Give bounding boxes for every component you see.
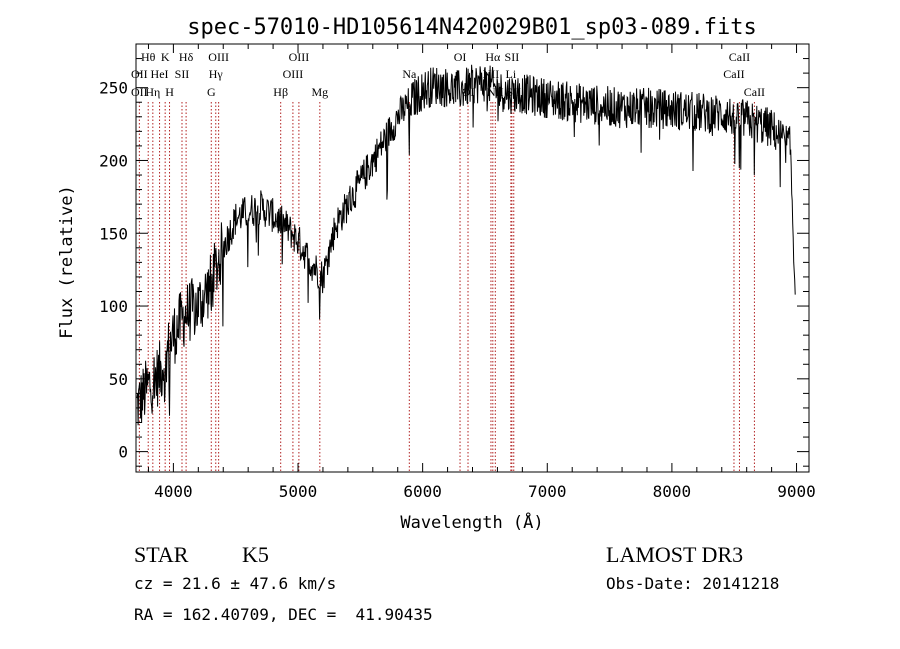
spectral-line-label: Mg [311, 85, 328, 99]
spectral-line-label: G [207, 85, 216, 99]
x-axis-ticks: 4000 5000 6000 7000 8000 9000 [147, 44, 816, 501]
x-tick-label: 5000 [279, 482, 318, 501]
spectral-line-label: CaII [729, 50, 750, 64]
survey-name: LAMOST DR3 [606, 542, 743, 567]
spectral-line-label: Li [506, 67, 517, 81]
spectral-line-label: SII [175, 67, 190, 81]
spectral-line-markers [138, 102, 755, 472]
spectral-line-labels: Hθ OII OII K HeI Hη H Hδ SII OIII Hγ G OIII OIII Hβ Mg N… [131, 50, 765, 99]
spectral-line-label: OIII [208, 50, 229, 64]
spectral-line-label: HeI [151, 67, 169, 81]
spectral-line-label: Hβ [273, 85, 288, 99]
spectral-line-label: Hη [145, 85, 160, 99]
spectral-line-label: Na [402, 67, 417, 81]
spectral-line-label: OII [131, 85, 148, 99]
spectral-line-label: OI [454, 50, 467, 64]
obs-date: Obs-Date: 20141218 [606, 574, 779, 593]
spectral-line-label: OII [131, 67, 148, 81]
spectral-line-label: OIII [283, 67, 304, 81]
x-tick-label: 9000 [777, 482, 816, 501]
x-axis-label: Wavelength (Å) [400, 511, 543, 533]
y-tick-label: 0 [118, 443, 128, 462]
redshift-readout: cz = 21.6 ± 47.6 km/s [134, 574, 336, 593]
spectral-line-label: K [161, 50, 170, 64]
spectral-line-label: Hθ [141, 50, 156, 64]
spectral-line-label: OIII [289, 50, 310, 64]
spectral-line-label: H [165, 85, 174, 99]
y-axis-ticks: 0 50 100 150 200 250 [99, 58, 809, 467]
spectral-line-label: CaII [723, 67, 744, 81]
spectral-line-label: Hδ [179, 50, 194, 64]
coordinates-readout: RA = 162.40709, DEC = 41.90435 [134, 605, 433, 624]
y-axis-label: Flux (relative) [57, 185, 77, 339]
object-class: STAR [134, 542, 189, 567]
spectral-line-label: Hγ [209, 67, 224, 81]
y-tick-label: 150 [99, 224, 128, 243]
spectral-line-label: CaII [744, 85, 765, 99]
y-tick-label: 250 [99, 79, 128, 98]
x-tick-label: 8000 [653, 482, 692, 501]
x-tick-label: 4000 [154, 482, 193, 501]
spectral-line-label: SII [505, 50, 520, 64]
spectral-line-label: Hα [485, 50, 501, 64]
object-subclass: K5 [242, 542, 269, 567]
x-tick-label: 6000 [403, 482, 442, 501]
y-tick-label: 200 [99, 151, 128, 170]
y-tick-label: 100 [99, 297, 128, 316]
spectrum-line [136, 64, 796, 426]
chart-title: spec-57010-HD105614N420029B01_sp03-089.f… [187, 15, 757, 40]
x-tick-label: 7000 [528, 482, 567, 501]
y-tick-label: 50 [109, 370, 128, 389]
